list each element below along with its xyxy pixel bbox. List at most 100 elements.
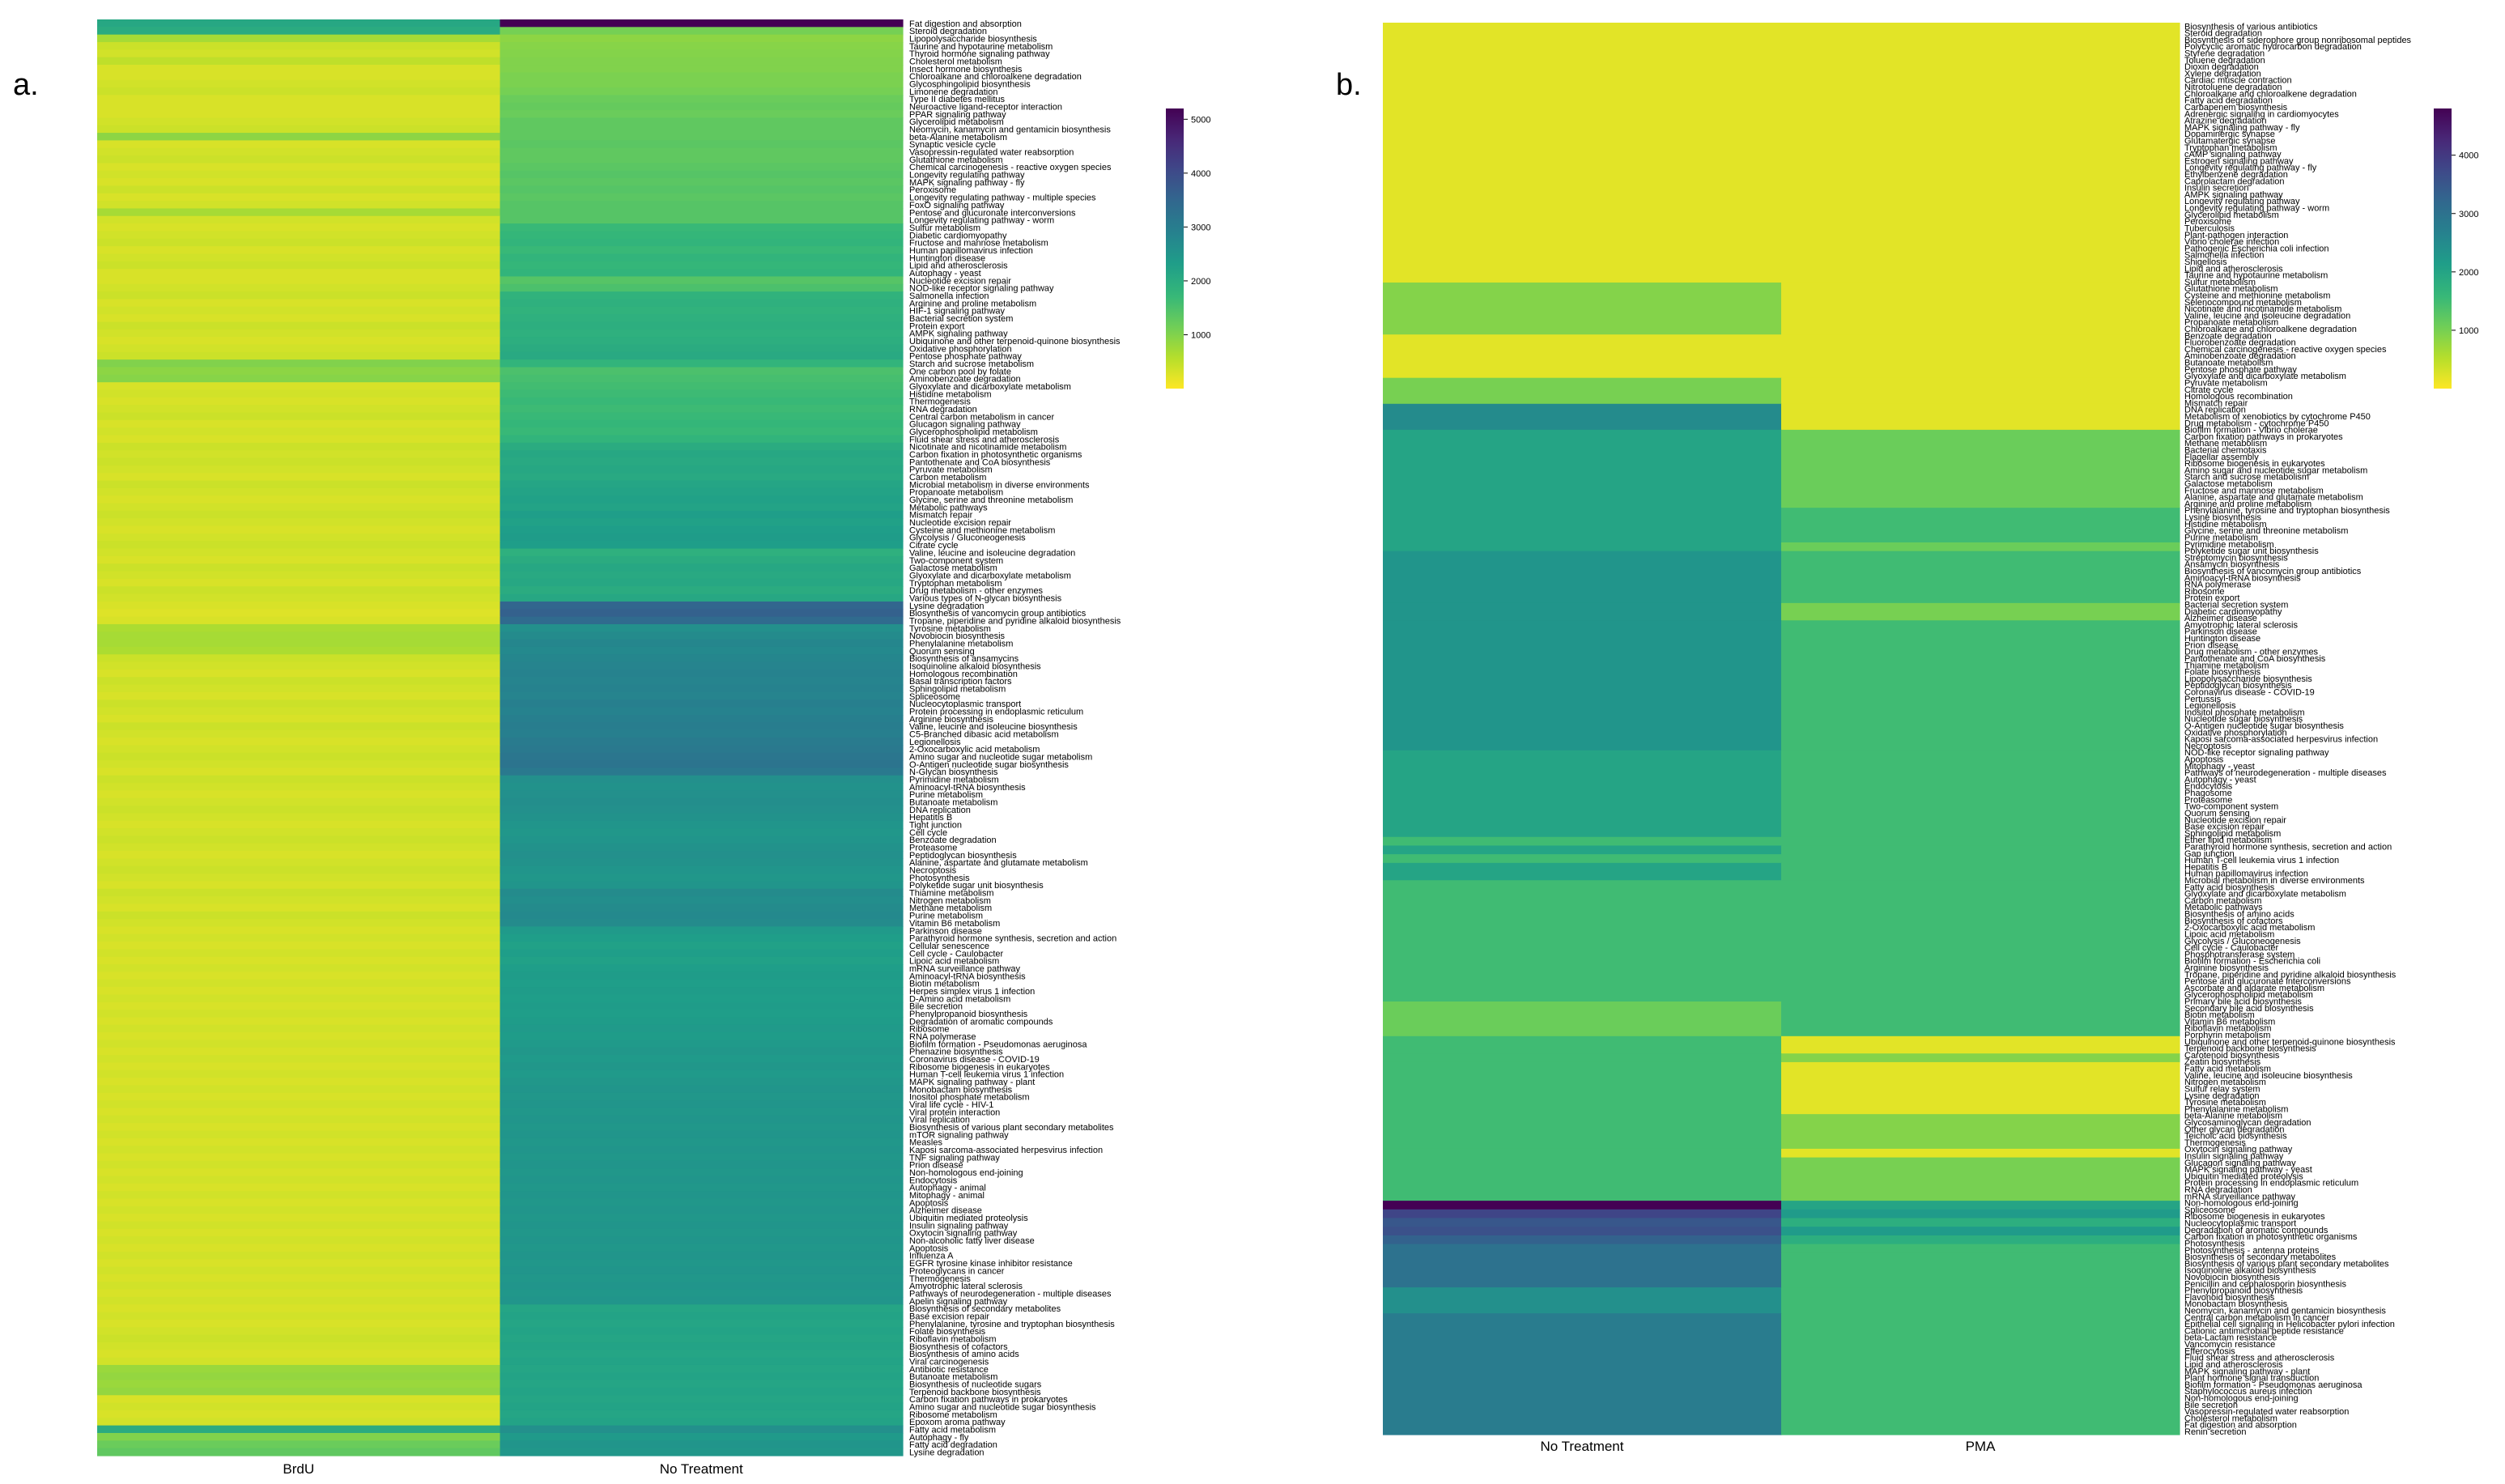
b-colorbar-tick-label: 3000 xyxy=(2459,210,2478,219)
heatmap-a-cell xyxy=(97,95,501,104)
heatmap-a-cell xyxy=(500,783,904,791)
heatmap-a-cell xyxy=(97,27,501,36)
heatmap-b-row-label: Nitrotoluene degradation xyxy=(2184,83,2282,92)
heatmap-b-cell xyxy=(1781,1053,2180,1063)
heatmap-b-row-label: Penicillin and cephalosporin biosynthesi… xyxy=(2184,1279,2346,1289)
heatmap-a-row-label: Lysine degradation xyxy=(909,1448,985,1458)
heatmap-a-cell xyxy=(97,1108,501,1116)
heatmap-b-cell xyxy=(1781,1201,2180,1210)
heatmap-a-cell xyxy=(500,533,904,542)
heatmap-a-cell xyxy=(500,1010,904,1018)
heatmap-a-row-label: Quorum sensing xyxy=(909,647,975,657)
heatmap-b-row-label: Quorum sensing xyxy=(2184,809,2250,819)
heatmap-a-cell xyxy=(97,571,501,580)
heatmap-a-cell xyxy=(97,412,501,421)
heatmap-a-row-label: Purine metabolism xyxy=(909,790,983,800)
heatmap-b-row-label: Glycosaminoglycan degradation xyxy=(2184,1118,2311,1128)
heatmap-a-cell xyxy=(97,949,501,958)
heatmap-a-cell xyxy=(97,397,501,406)
heatmap-a-cell xyxy=(500,125,904,134)
heatmap-a-cell xyxy=(500,1168,904,1177)
heatmap-a-cell xyxy=(97,208,501,217)
heatmap-a-row-label: Apoptosis xyxy=(909,1244,949,1253)
heatmap-a-cell xyxy=(97,1198,501,1207)
heatmap-b-row-label: Selenocompound metabolism xyxy=(2184,298,2302,308)
heatmap-a-cell xyxy=(500,790,904,799)
heatmap-b-row-label: Primary bile acid biosynthesis xyxy=(2184,997,2302,1006)
heatmap-a-cell xyxy=(97,586,501,595)
heatmap-b-row-label: Legionellosis xyxy=(2184,701,2236,711)
heatmap-b-row-label: Parathyroid hormone synthesis, secretion… xyxy=(2184,842,2392,852)
heatmap-a-cell xyxy=(500,1191,904,1200)
heatmap-b-row-label: Valine, leucine and isoleucine biosynthe… xyxy=(2184,1071,2353,1081)
heatmap-a-row-label: Photosynthesis xyxy=(909,874,970,883)
heatmap-b-row-label: beta-Lactam resistance xyxy=(2184,1333,2277,1343)
heatmap-b-row-label: Pyrimidine metabolism xyxy=(2184,540,2274,550)
heatmap-b-row-label: Tropane, piperidine and pyridine alkaloi… xyxy=(2184,970,2397,980)
heatmap-a-cell xyxy=(500,344,904,353)
heatmap-b-row-label: Novobiocin biosynthesis xyxy=(2184,1273,2281,1282)
heatmap-a-cell xyxy=(500,639,904,648)
heatmap-a-cell xyxy=(500,163,904,172)
heatmap-b-row-label: Glycolysis / Gluconeogenesis xyxy=(2184,937,2301,946)
heatmap-a-row-label: One carbon pool by folate xyxy=(909,367,1011,376)
heatmap-a-cell xyxy=(97,1380,501,1388)
heatmap-a-row-label: Spliceosome xyxy=(909,692,960,702)
heatmap-a-cell xyxy=(500,994,904,1003)
heatmap-a-cell xyxy=(500,1078,904,1086)
heatmap-a-cell xyxy=(97,193,501,202)
heatmap-b-row-label: Vitamin B6 metabolism xyxy=(2184,1017,2275,1027)
heatmap-b-row-label: Neomycin, kanamycin and gentamicin biosy… xyxy=(2184,1307,2386,1316)
heatmap-b-cell xyxy=(1781,1227,2180,1236)
heatmap-a-row-label: Viral replication xyxy=(909,1116,970,1125)
heatmap-a-cell xyxy=(500,609,904,618)
heatmap-a-cell xyxy=(97,450,501,459)
heatmap-a-cell xyxy=(97,223,501,232)
heatmap-b-row-label: Alzheimer disease xyxy=(2184,614,2257,623)
heatmap-a-cell xyxy=(500,699,904,708)
heatmap-b-cell xyxy=(1383,880,1782,1002)
heatmap-a-cell xyxy=(97,238,501,247)
heatmap-a-cell xyxy=(97,933,501,942)
heatmap-a-cell xyxy=(500,1228,904,1237)
heatmap-a-cell xyxy=(500,79,904,88)
heatmap-a-row-label: Lipoic acid metabolism xyxy=(909,957,999,967)
heatmap-b-row-label: MAPK signaling pathway - fly xyxy=(2184,123,2300,133)
heatmap-b-row-label: Cell cycle - Caulobacter xyxy=(2184,943,2278,953)
heatmap-a-row-label: Human papillomavirus infection xyxy=(909,246,1033,256)
heatmap-b-row-label: Lipopolysaccharide biosynthesis xyxy=(2184,674,2312,684)
heatmap-a-cell xyxy=(500,1296,904,1305)
heatmap-a-row-label: Carbon metabolism xyxy=(909,473,986,483)
heatmap-b-row-label: Lipid and atherosclerosis xyxy=(2184,264,2283,274)
heatmap-b-row-label: Epithelial cell signaling in Helicobacte… xyxy=(2184,1320,2395,1329)
heatmap-a-cell xyxy=(500,684,904,693)
heatmap-b-row-label: Biosynthesis of amino acids xyxy=(2184,910,2294,920)
heatmap-a-cell xyxy=(500,351,904,360)
heatmap-a-cell xyxy=(97,904,501,912)
heatmap-a-cell xyxy=(500,306,904,315)
heatmap-a-cell xyxy=(500,1137,904,1146)
heatmap-a-row-label: Necroptosis xyxy=(909,866,957,876)
heatmap-a-cell xyxy=(500,691,904,700)
heatmap-a-row-label: AMPK signaling pathway xyxy=(909,330,1008,339)
heatmap-a-cell xyxy=(500,87,904,96)
heatmap-a-cell xyxy=(97,972,501,980)
heatmap-a-cell xyxy=(500,412,904,421)
heatmap-a-cell xyxy=(500,926,904,935)
heatmap-a-cell xyxy=(500,1055,904,1064)
heatmap-a-cell xyxy=(500,193,904,202)
heatmap-a-row-label: Glycine, serine and threonine metabolism xyxy=(909,495,1073,505)
heatmap-b-row-label: cAMP signaling pathway xyxy=(2184,150,2282,159)
heatmap-a-cell xyxy=(500,65,904,73)
heatmap-a-row-label: Tryptophan metabolism xyxy=(909,579,1002,589)
heatmap-a-row-label: Amyotrophic lateral sclerosis xyxy=(909,1282,1023,1291)
heatmap-b-row-label: Fructose and mannose metabolism xyxy=(2184,486,2324,495)
heatmap-b-cell xyxy=(1781,620,2180,751)
heatmap-a-cell xyxy=(97,677,501,686)
heatmap-a-row-label: Benzoate degradation xyxy=(909,836,997,845)
heatmap-b-row-label: Ribosome biogenesis in eukaryotes xyxy=(2184,1212,2325,1222)
heatmap-a-cell xyxy=(97,738,501,746)
heatmap-a-cell xyxy=(500,896,904,905)
heatmap-a-cell xyxy=(97,956,501,965)
heatmap-a-cell xyxy=(500,964,904,973)
